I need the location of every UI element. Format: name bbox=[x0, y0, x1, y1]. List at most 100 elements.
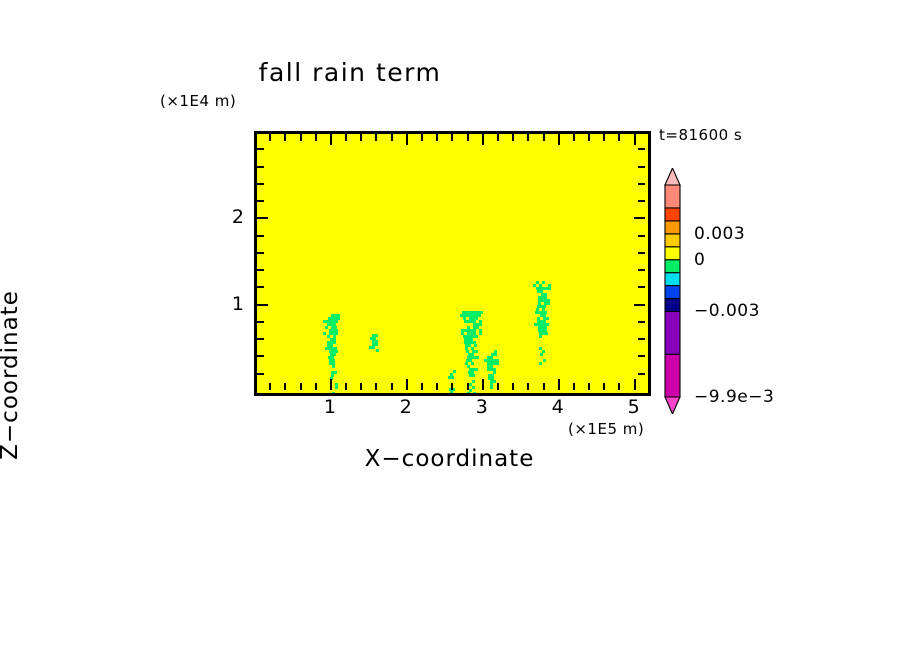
y-minor-tick bbox=[638, 251, 645, 254]
x-minor-tick bbox=[421, 383, 424, 390]
x-minor-tick bbox=[390, 383, 393, 390]
colorbar-tick-label: 0 bbox=[694, 249, 706, 270]
x-tick-label: 1 bbox=[323, 396, 336, 418]
x-minor-tick bbox=[299, 134, 302, 141]
y-axis-title: Z−coordinate bbox=[0, 290, 23, 460]
x-minor-tick bbox=[345, 134, 348, 141]
x-minor-tick bbox=[436, 383, 439, 390]
y-axis-unit-label: (×1E4 m) bbox=[160, 92, 237, 110]
x-minor-tick bbox=[345, 383, 348, 390]
x-minor-tick bbox=[588, 134, 591, 141]
x-tick-label: 3 bbox=[475, 396, 488, 418]
x-minor-tick bbox=[314, 383, 317, 390]
x-minor-tick bbox=[527, 383, 530, 390]
x-minor-tick bbox=[466, 383, 469, 390]
y-minor-tick bbox=[638, 286, 645, 289]
y-minor-tick bbox=[257, 320, 264, 323]
y-minor-tick bbox=[257, 200, 264, 203]
x-minor-tick bbox=[527, 134, 530, 141]
x-tick-label: 4 bbox=[551, 396, 564, 418]
y-minor-tick bbox=[638, 148, 645, 151]
x-major-tick bbox=[481, 134, 484, 145]
x-major-tick bbox=[329, 134, 332, 145]
colorbar-tick-label: −9.9e−3 bbox=[694, 387, 775, 407]
x-minor-tick bbox=[284, 134, 287, 141]
x-minor-tick bbox=[314, 134, 317, 141]
x-minor-tick bbox=[496, 134, 499, 141]
x-minor-tick bbox=[603, 383, 606, 390]
colorbar bbox=[664, 168, 681, 414]
y-minor-tick bbox=[257, 251, 264, 254]
y-minor-tick bbox=[257, 234, 264, 237]
y-tick-label: 1 bbox=[231, 292, 244, 315]
y-minor-tick bbox=[257, 286, 264, 289]
colorbar-tick-label: 0.003 bbox=[694, 223, 746, 244]
y-minor-tick bbox=[257, 269, 264, 272]
time-annotation: t=81600 s bbox=[659, 126, 743, 144]
contour-field bbox=[257, 134, 648, 393]
x-tick-label: 5 bbox=[627, 396, 640, 418]
x-minor-tick bbox=[542, 134, 545, 141]
y-minor-tick bbox=[257, 165, 264, 168]
x-minor-tick bbox=[269, 134, 272, 141]
x-major-tick bbox=[405, 379, 408, 390]
x-major-tick bbox=[481, 379, 484, 390]
y-minor-tick bbox=[638, 372, 645, 375]
x-minor-tick bbox=[299, 383, 302, 390]
y-minor-tick bbox=[638, 355, 645, 358]
x-minor-tick bbox=[603, 134, 606, 141]
x-major-tick bbox=[633, 134, 636, 145]
y-major-tick bbox=[257, 217, 268, 220]
x-major-tick bbox=[633, 379, 636, 390]
x-minor-tick bbox=[466, 134, 469, 141]
y-minor-tick bbox=[257, 338, 264, 341]
y-minor-tick bbox=[257, 148, 264, 151]
x-minor-tick bbox=[451, 134, 454, 141]
x-major-tick bbox=[405, 134, 408, 145]
x-minor-tick bbox=[360, 383, 363, 390]
colorbar-tick-label: −0.003 bbox=[694, 301, 760, 322]
x-minor-tick bbox=[421, 134, 424, 141]
y-tick-label: 2 bbox=[231, 206, 244, 229]
y-minor-tick bbox=[638, 234, 645, 237]
x-minor-tick bbox=[618, 383, 621, 390]
x-axis-unit-label: (×1E5 m) bbox=[568, 420, 645, 438]
feature-layer bbox=[323, 281, 551, 393]
x-minor-tick bbox=[572, 134, 575, 141]
y-minor-tick bbox=[257, 182, 264, 185]
x-minor-tick bbox=[436, 134, 439, 141]
y-minor-tick bbox=[638, 269, 645, 272]
x-major-tick bbox=[557, 134, 560, 145]
x-minor-tick bbox=[360, 134, 363, 141]
x-minor-tick bbox=[269, 383, 272, 390]
y-major-tick bbox=[634, 217, 645, 220]
page-title: fall rain term bbox=[258, 58, 442, 87]
x-minor-tick bbox=[451, 383, 454, 390]
y-minor-tick bbox=[638, 182, 645, 185]
x-minor-tick bbox=[618, 134, 621, 141]
x-minor-tick bbox=[390, 134, 393, 141]
y-minor-tick bbox=[638, 320, 645, 323]
x-minor-tick bbox=[284, 383, 287, 390]
x-minor-tick bbox=[375, 383, 378, 390]
x-major-tick bbox=[329, 379, 332, 390]
y-minor-tick bbox=[257, 372, 264, 375]
x-minor-tick bbox=[588, 383, 591, 390]
y-major-tick bbox=[257, 303, 268, 306]
colorbar-swatches bbox=[664, 168, 681, 414]
y-minor-tick bbox=[257, 355, 264, 358]
x-tick-label: 2 bbox=[399, 396, 412, 418]
y-minor-tick bbox=[638, 338, 645, 341]
x-minor-tick bbox=[542, 383, 545, 390]
x-major-tick bbox=[557, 379, 560, 390]
x-minor-tick bbox=[496, 383, 499, 390]
y-major-tick bbox=[634, 303, 645, 306]
x-minor-tick bbox=[512, 134, 515, 141]
y-minor-tick bbox=[638, 200, 645, 203]
x-minor-tick bbox=[512, 383, 515, 390]
x-minor-tick bbox=[572, 383, 575, 390]
y-minor-tick bbox=[638, 165, 645, 168]
x-minor-tick bbox=[375, 134, 378, 141]
x-axis-title: X−coordinate bbox=[364, 446, 535, 472]
